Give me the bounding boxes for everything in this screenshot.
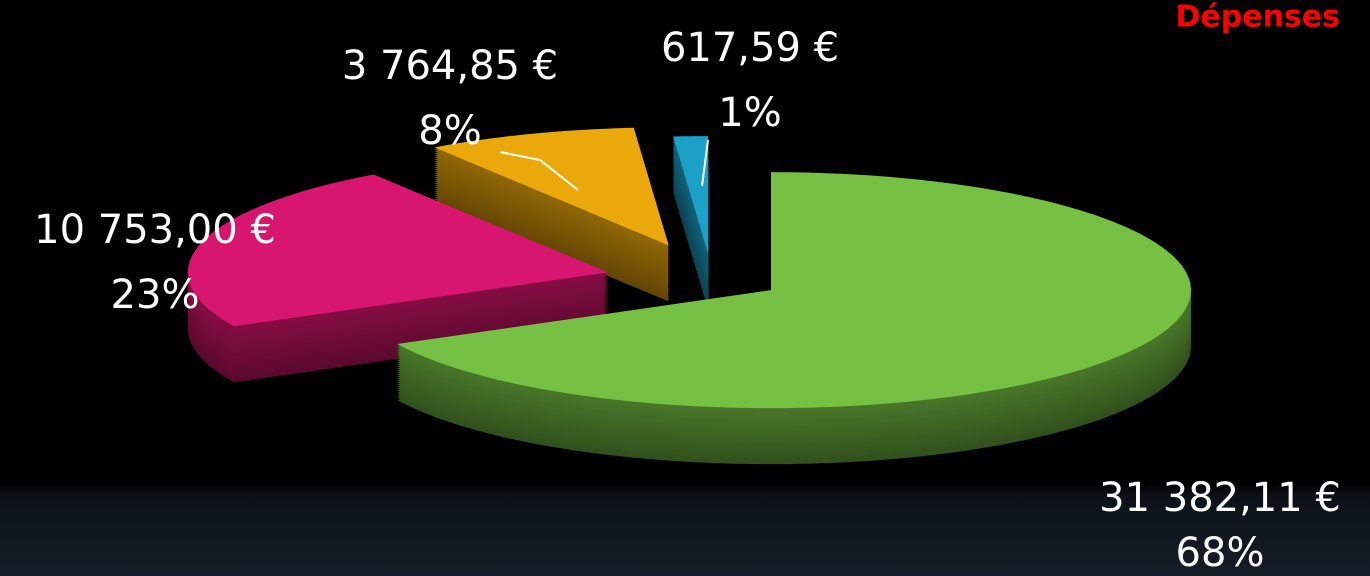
slice (397, 172, 1191, 409)
percent-label: 68% (1176, 530, 1265, 576)
value-label: 3 764,85 € (342, 43, 558, 89)
slice (673, 136, 709, 255)
percent-label: 8% (418, 108, 481, 154)
leader-line (701, 139, 709, 187)
labels: 31 382,11 € 68% 10 753,00 € 23% 3 764,85 € 8%… (34, 25, 1341, 576)
percent-label: 1% (718, 90, 781, 136)
value-label: 31 382,11 € (1099, 475, 1341, 521)
slice (187, 174, 608, 327)
pie (187, 127, 1191, 465)
percent-label: 23% (111, 272, 200, 318)
value-label: 617,59 € (661, 25, 839, 71)
chart-title: Dépenses (1176, 0, 1341, 35)
slice (434, 127, 669, 246)
value-label: 10 753,00 € (34, 207, 276, 253)
leader-line (499, 151, 579, 191)
